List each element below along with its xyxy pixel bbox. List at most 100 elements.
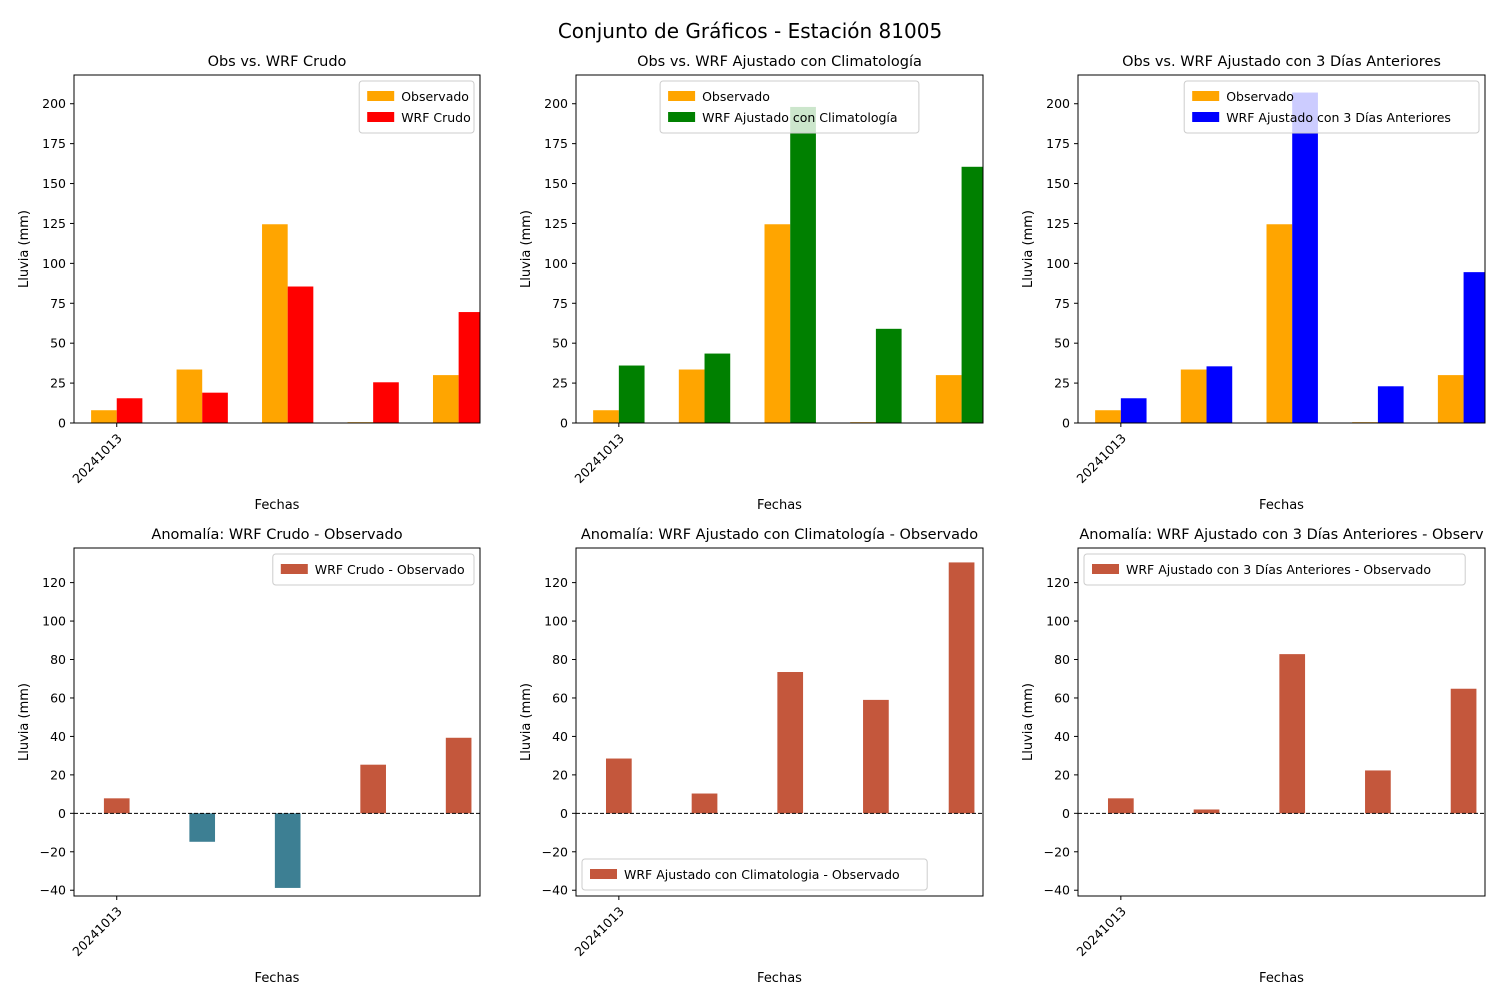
- y-tick-label: 60: [1054, 690, 1070, 705]
- axes-frame: [1077, 74, 1486, 424]
- x-axis-label: Fechas: [255, 498, 300, 513]
- y-tick-label: 25: [1054, 376, 1070, 391]
- figure-title: Conjunto de Gráficos - Estación 81005: [558, 19, 942, 43]
- x-tick-label: 20241013: [571, 431, 627, 487]
- axes-frame: [575, 547, 984, 897]
- anomaly-bar-1: [605, 758, 632, 814]
- x-axis-label: Fechas: [255, 971, 300, 986]
- plot-area: [593, 106, 983, 423]
- axes-frame: [73, 74, 481, 424]
- y-tick-label: 200: [1046, 96, 1070, 111]
- y-tick-label: −40: [1044, 883, 1070, 898]
- legend-frame: [1183, 80, 1480, 134]
- legend-swatch: [367, 112, 395, 122]
- bar-observado-1: [593, 410, 619, 423]
- y-tick-label: 25: [50, 376, 66, 391]
- bar-wrf-3: [287, 286, 314, 423]
- x-tick-label: 20241013: [69, 904, 125, 960]
- legend-label: WRF Crudo: [401, 110, 471, 125]
- legend-label: Observado: [1226, 89, 1294, 104]
- chart-title: Anomalía: WRF Ajustado con Climatología …: [581, 527, 978, 543]
- legend: Observado WRF Ajustado con Climatología: [659, 80, 920, 134]
- plot-area: [1078, 654, 1485, 814]
- anomaly-bar-5: [445, 737, 472, 814]
- y-tick-label: 50: [1054, 336, 1070, 351]
- axes-frame: [73, 547, 481, 897]
- anomaly-bar-4: [360, 764, 386, 814]
- y-tick-label: 60: [552, 690, 568, 705]
- bar-observado-5: [935, 375, 962, 423]
- bar-wrf-1: [1120, 398, 1147, 423]
- anomaly-bar-2: [189, 813, 216, 842]
- y-tick-label: 125: [42, 216, 66, 231]
- bar-wrf-3: [1292, 92, 1318, 423]
- y-tick-label: −20: [542, 844, 568, 859]
- bar-observado-2: [176, 369, 203, 423]
- anomaly-bar-3: [274, 813, 301, 888]
- legend-swatch: [1192, 91, 1220, 101]
- y-tick-label: 120: [1046, 575, 1070, 590]
- chart-panel-3: 0 25 50 75 100 125 150 175 200 20241013 Fechas Lluv…: [1021, 54, 1486, 513]
- x-tick-label: 20241013: [1073, 431, 1129, 487]
- legend-swatch: [1092, 564, 1119, 574]
- x-tick-label: 20241013: [69, 431, 125, 487]
- legend-swatch: [1192, 112, 1220, 122]
- y-tick-label: 75: [50, 296, 66, 311]
- y-tick-label: 200: [42, 96, 66, 111]
- y-tick-label: 20: [552, 767, 568, 782]
- anomaly-bar-5: [948, 562, 975, 814]
- bar-observado-3: [262, 224, 288, 423]
- legend-label: WRF Ajustado con Climatologia - Observad…: [624, 867, 900, 882]
- y-axis-label: Lluvia (mm): [17, 683, 32, 761]
- legend: WRF Ajustado con 3 Días Anteriores - Obs…: [1083, 553, 1466, 586]
- bar-wrf-2: [202, 392, 228, 423]
- chart-panel-4: −40 −20 0 20 40 60 80 100 120 20241013 Fechas Lluvi…: [17, 527, 481, 986]
- bar-wrf-1: [116, 398, 143, 423]
- axes-frame: [575, 74, 984, 424]
- anomaly-bar-5: [1450, 688, 1477, 814]
- legend-frame: [272, 553, 475, 586]
- y-tick-label: −40: [40, 883, 66, 898]
- plot-area: [74, 737, 480, 888]
- bar-wrf-4: [875, 328, 902, 423]
- chart-panel-2: 0 25 50 75 100 125 150 175 200 20241013 Fechas Lluv…: [519, 54, 984, 513]
- legend: WRF Ajustado con Climatologia - Observad…: [581, 858, 928, 891]
- bar-wrf-3: [790, 106, 816, 423]
- bar-wrf-2: [704, 353, 731, 423]
- x-axis-label: Fechas: [757, 971, 802, 986]
- y-tick-label: 125: [1046, 216, 1070, 231]
- y-tick-label: 0: [1062, 806, 1070, 821]
- anomaly-bar-1: [1107, 798, 1134, 814]
- y-tick-label: −40: [542, 883, 568, 898]
- y-tick-label: 0: [58, 416, 66, 431]
- legend-frame: [1083, 553, 1466, 586]
- legend: WRF Crudo - Observado: [272, 553, 475, 586]
- y-tick-label: 100: [1046, 256, 1070, 271]
- y-tick-label: 200: [544, 96, 568, 111]
- y-tick-label: 50: [552, 336, 568, 351]
- y-tick-label: 25: [552, 376, 568, 391]
- x-tick-label: 20241013: [571, 904, 627, 960]
- y-axis-label: Lluvia (mm): [1021, 683, 1036, 761]
- y-tick-label: 50: [50, 336, 66, 351]
- y-tick-label: 120: [42, 575, 66, 590]
- y-axis-label: Lluvia (mm): [1021, 210, 1036, 288]
- y-tick-label: 20: [50, 767, 66, 782]
- bar-observado-2: [1180, 369, 1207, 423]
- legend-label: WRF Ajustado con Climatología: [702, 110, 897, 125]
- anomaly-bar-3: [1279, 654, 1306, 814]
- chart-title: Anomalía: WRF Ajustado con 3 Días Anteri…: [1079, 527, 1484, 543]
- chart-title: Obs vs. WRF Ajustado con 3 Días Anterior…: [1122, 54, 1441, 70]
- y-tick-label: 175: [1046, 136, 1070, 151]
- y-tick-label: 0: [560, 416, 568, 431]
- bar-observado-1: [91, 410, 117, 423]
- y-tick-label: 100: [1046, 614, 1070, 629]
- y-tick-label: 175: [544, 136, 568, 151]
- y-tick-label: 0: [560, 806, 568, 821]
- y-tick-label: 100: [544, 614, 568, 629]
- legend: Observado WRF Crudo: [358, 80, 475, 134]
- legend-label: WRF Crudo - Observado: [315, 562, 465, 577]
- anomaly-bar-2: [1193, 809, 1220, 814]
- y-tick-label: 150: [42, 176, 66, 191]
- legend-label: WRF Ajustado con 3 Días Anteriores - Obs…: [1126, 562, 1431, 577]
